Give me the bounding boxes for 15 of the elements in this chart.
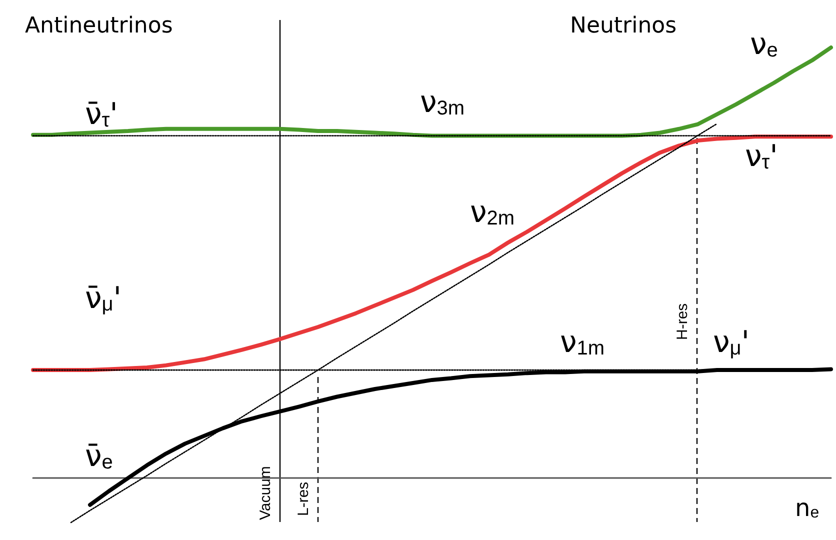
text: Antineutrinos	[25, 14, 173, 39]
annotation: νe	[750, 27, 778, 62]
annotation: νμ'	[713, 325, 750, 360]
annotation: L-res	[295, 482, 312, 516]
annotation: ν̄τ'	[85, 97, 118, 132]
annotation: ν2m	[470, 195, 515, 230]
annotation: ν1m	[560, 325, 605, 360]
annotation: H-res	[674, 303, 691, 340]
annotation: ν̄e	[85, 439, 113, 474]
annotation: ντ'	[745, 139, 778, 174]
text: Neutrinos	[570, 14, 677, 39]
annotation: ν̄μ'	[85, 281, 122, 316]
annotation: ν3m	[420, 85, 465, 120]
annotation: Vacuum	[257, 466, 274, 520]
x-axis-title: ne	[795, 494, 820, 522]
